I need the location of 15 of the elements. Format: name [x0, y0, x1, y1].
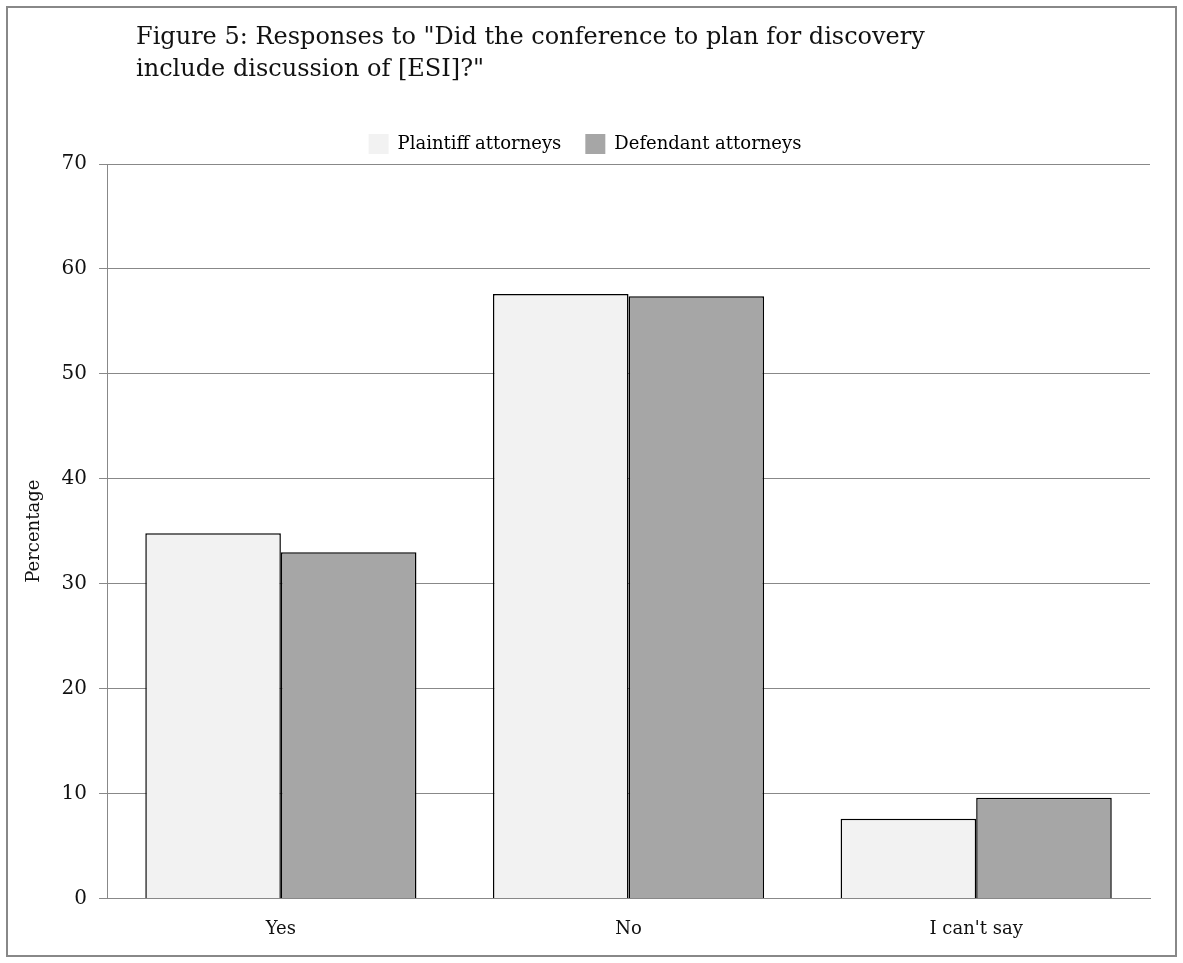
x-tick-label: No [615, 916, 642, 938]
legend-label: Plaintiff attorneys [397, 131, 562, 153]
y-axis-title: Percentage [22, 479, 44, 583]
legend-label: Defendant attorneys [614, 131, 802, 153]
y-tick-label: 60 [61, 255, 88, 280]
x-tick-label: Yes [264, 916, 296, 938]
y-tick-label: 30 [61, 569, 88, 594]
chart-title: Figure 5: Responses to "Did the conference to plan for discovery include discussion of [ESI]?" [136, 21, 926, 84]
x-tick-label: I can't say [929, 916, 1024, 938]
y-tick-label: 20 [61, 674, 88, 699]
y-tick-label: 40 [61, 464, 88, 489]
y-tick-label: 50 [61, 360, 88, 385]
y-tick-label: 10 [61, 779, 88, 804]
y-tick-label: 70 [61, 150, 88, 175]
y-tick-label: 0 [74, 884, 88, 909]
